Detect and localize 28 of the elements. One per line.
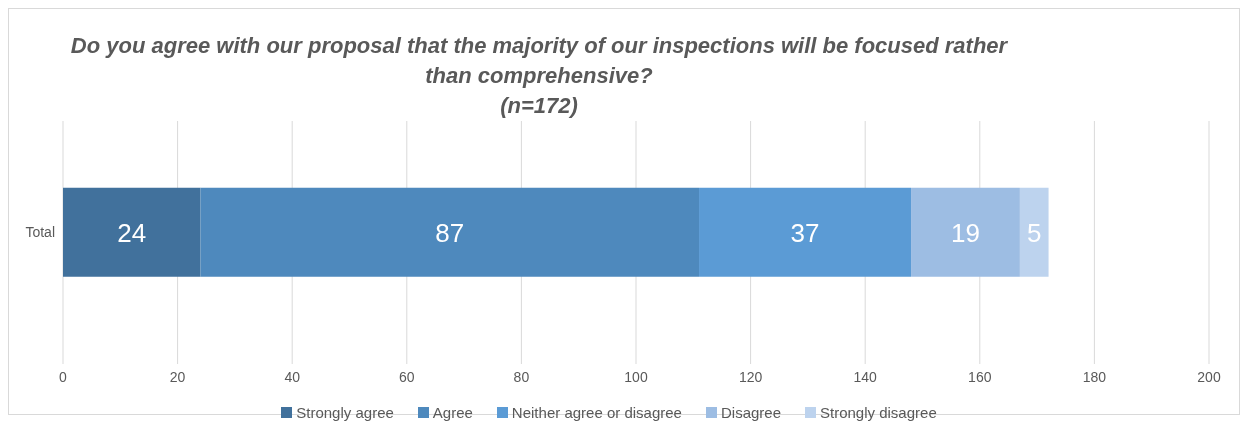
legend-label: Strongly disagree	[819, 404, 937, 421]
bar	[699, 187, 912, 277]
bar	[200, 187, 700, 277]
bar	[1019, 187, 1049, 277]
legend-label: Neither agree or disagree	[510, 404, 682, 421]
x-tick-label: 140	[853, 368, 878, 385]
x-tick-label: 0	[59, 368, 68, 385]
x-tick-label: 100	[624, 368, 648, 385]
x-tick-label: 200	[1197, 368, 1221, 385]
data-label: 37	[790, 217, 820, 248]
x-tick-label: 20	[169, 368, 186, 385]
bar	[911, 187, 1020, 277]
x-tick-label: 40	[284, 368, 301, 385]
legend-label: Disagree	[719, 404, 781, 421]
legend-label: Agree	[431, 404, 473, 421]
data-label: 5	[1027, 217, 1042, 248]
data-label: 24	[117, 217, 147, 248]
legend-label: Strongly agree	[295, 404, 394, 421]
x-tick-label: 180	[1082, 368, 1107, 385]
x-tick-label: 160	[968, 368, 992, 385]
data-label: 19	[951, 217, 980, 248]
y-tick-label: Total	[25, 224, 55, 241]
bar	[63, 187, 201, 277]
x-tick-label: 60	[399, 368, 415, 385]
chart-title: Do you agree with our proposal that the majority of our inspections will be focused rather than comprehensive? (n=172)	[69, 32, 1009, 120]
data-label: 87	[435, 217, 465, 248]
x-tick-label: 120	[738, 368, 763, 385]
x-tick-label: 80	[513, 368, 530, 385]
